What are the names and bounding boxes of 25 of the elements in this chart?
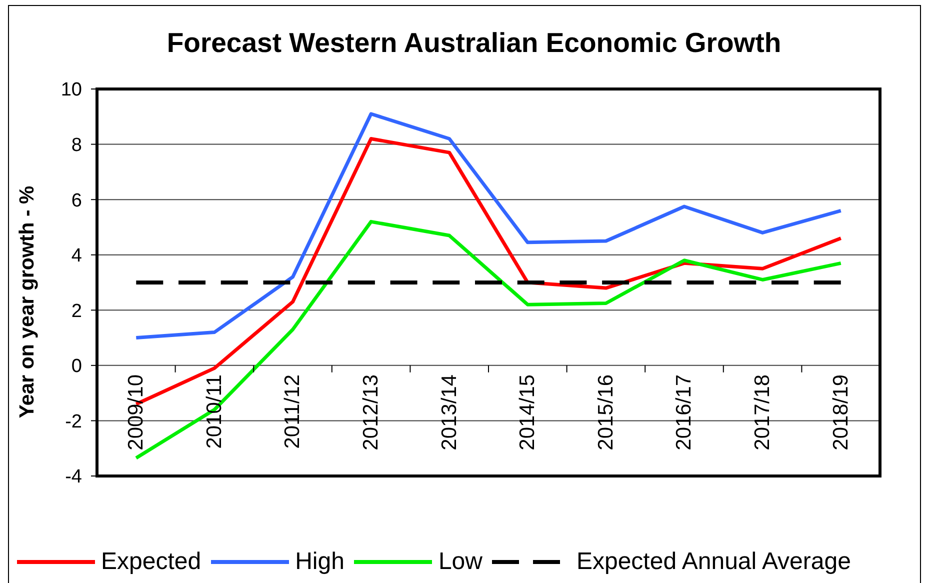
legend-label: Expected xyxy=(101,548,202,576)
chart-title: Forecast Western Australian Economic Growth xyxy=(166,27,782,58)
y-axis-title: Year on year growth - % xyxy=(16,186,38,418)
y-tick-label: 0 xyxy=(71,356,82,378)
y-tick-label: 4 xyxy=(71,246,82,267)
x-tick-label: 2009/10 xyxy=(124,374,148,450)
x-tick-label: 2011/12 xyxy=(281,374,304,449)
x-tick-label: 2016/17 xyxy=(672,374,696,450)
legend-label: Low xyxy=(438,548,482,576)
x-tick-label: 2017/18 xyxy=(751,374,774,450)
line-series xyxy=(134,112,843,340)
y-tick-label: 6 xyxy=(71,190,82,212)
legend-label: Expected Annual Average xyxy=(576,548,851,576)
x-tick-label: 2014/15 xyxy=(516,374,540,450)
x-tick-label: 2010/11 xyxy=(202,374,226,449)
x-tick-label: 2015/16 xyxy=(594,374,618,450)
y-tick-label: -2 xyxy=(65,411,82,432)
x-tick-label: 2012/13 xyxy=(360,374,383,450)
x-tick-label: 2013/14 xyxy=(438,374,461,450)
legend-label: High xyxy=(295,548,344,576)
y-tick-label: 2 xyxy=(71,300,82,322)
y-tick-label: 10 xyxy=(60,80,82,101)
y-tick-label: -4 xyxy=(65,466,82,488)
x-tick-label: 2018/19 xyxy=(829,374,852,450)
y-tick-label: 8 xyxy=(71,135,82,156)
